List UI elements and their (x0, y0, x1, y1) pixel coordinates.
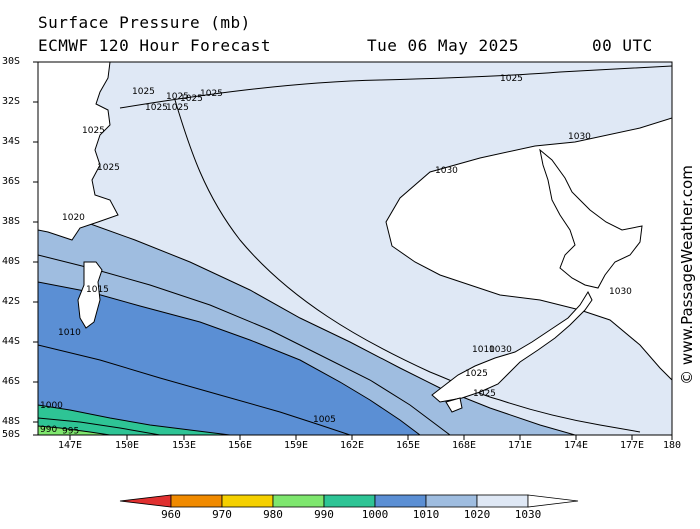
legend-label: 1030 (514, 508, 542, 521)
isobar-label: 1000 (40, 401, 63, 411)
isobar-label: 1030 (609, 287, 632, 297)
isobar-label: 1030 (568, 132, 591, 142)
lon-label: 180 (662, 440, 682, 451)
legend-swatch-990 (323, 494, 376, 508)
isobar-label: 1025 (166, 92, 189, 102)
isobar-label: 1025 (166, 103, 189, 113)
forecast-model: ECMWF 120 Hour Forecast (38, 36, 272, 55)
isobar-1000 (38, 404, 231, 435)
legend-swatch-1000 (374, 494, 427, 508)
lon-label: 171E (507, 440, 533, 451)
legend-label: 960 (161, 508, 181, 521)
isobar-label: 1010 (58, 328, 81, 338)
lon-label: 165E (395, 440, 421, 451)
isobar-label: 1015 (86, 285, 109, 295)
isobar-label: 1025 (500, 74, 523, 84)
forecast-date: Tue 06 May 2025 (367, 36, 519, 55)
legend-swatch-1010 (425, 494, 478, 508)
isobar-995 (38, 417, 161, 435)
isobar-1030 (385, 117, 672, 381)
nz-north-island (539, 148, 643, 289)
isobar-label: 1010 (472, 345, 495, 355)
isobar-1025-trough (174, 99, 641, 433)
plot-frame (37, 61, 673, 436)
isobar-1005 (38, 344, 351, 435)
legend-label: 1000 (361, 508, 389, 521)
isobar-label: 1005 (313, 415, 336, 425)
lat-label: 36S (2, 176, 21, 187)
isobar-label: 1025 (180, 94, 203, 104)
lon-label: 150E (114, 440, 140, 451)
watermark-text: © www.PassageWeather.com (678, 165, 696, 385)
australia-coastline (38, 62, 119, 241)
nz-south-island (431, 290, 593, 403)
pressure-field-1000-1010 (38, 282, 420, 435)
legend-label: 1020 (463, 508, 491, 521)
isobar-label: 1025 (473, 389, 496, 399)
forecast-time: 00 UTC (592, 36, 653, 55)
nz-stewart-island (445, 397, 463, 413)
pressure-field-990-1000 (38, 405, 230, 435)
legend-swatch-970 (221, 494, 274, 508)
isobar-label: 1025 (132, 87, 155, 97)
lon-label: 159E (283, 440, 309, 451)
lat-label: 30S (2, 56, 21, 67)
legend-label: 1010 (412, 508, 440, 521)
axis-ticks (33, 61, 673, 440)
lon-label: 156E (227, 440, 253, 451)
isobar-label: 1025 (200, 89, 223, 99)
pressure-field-above-1030 (386, 118, 672, 380)
isobar-1025-north (119, 65, 672, 109)
isobar-label: 1025 (465, 369, 488, 379)
lon-label: 174E (563, 440, 589, 451)
lat-label: 34S (2, 136, 21, 147)
isobar-1020 (38, 215, 576, 435)
lat-label: 32S (2, 96, 21, 107)
isobar-label: 1030 (489, 345, 512, 355)
isobar-label-group: 1025 1025 1025 1025 1025 1025 1025 1025 … (40, 74, 632, 437)
isobar-label: 1020 (62, 213, 85, 223)
legend-bar (119, 494, 579, 508)
isobar-1015 (38, 254, 451, 435)
tasmania-coastline (77, 261, 103, 329)
legend-label: 970 (212, 508, 232, 521)
lon-label: 147E (57, 440, 83, 451)
legend-label: 990 (314, 508, 334, 521)
lat-label: 38S (2, 216, 21, 227)
lat-label: 42S (2, 296, 21, 307)
legend-swatch-980 (272, 494, 325, 508)
legend-label: 980 (263, 508, 283, 521)
isobar-label: 1025 (145, 103, 168, 113)
legend-swatch-gt1030 (527, 494, 579, 508)
isobar-label: 1030 (435, 166, 458, 176)
isobar-label: 1025 (82, 126, 105, 136)
legend-swatch-1020 (476, 494, 529, 508)
legend-swatch-lt960 (119, 494, 172, 508)
lon-label: 177E (619, 440, 645, 451)
lat-label: 50S (2, 429, 21, 440)
isobar-1010 (38, 281, 421, 435)
map-title: Surface Pressure (mb) (38, 13, 251, 32)
legend-swatch-960 (170, 494, 223, 508)
lat-label: 48S (2, 416, 21, 427)
isobar-990 (38, 425, 111, 435)
lon-label: 162E (339, 440, 365, 451)
lon-label: 168E (451, 440, 477, 451)
lat-label: 40S (2, 256, 21, 267)
lat-label: 44S (2, 336, 21, 347)
lat-label: 46S (2, 376, 21, 387)
isobar-label: 990 (40, 425, 57, 435)
isobar-label: 995 (62, 427, 79, 437)
watermark: © www.PassageWeather.com (674, 150, 700, 400)
isobar-label: 1025 (97, 163, 120, 173)
lon-label: 153E (171, 440, 197, 451)
